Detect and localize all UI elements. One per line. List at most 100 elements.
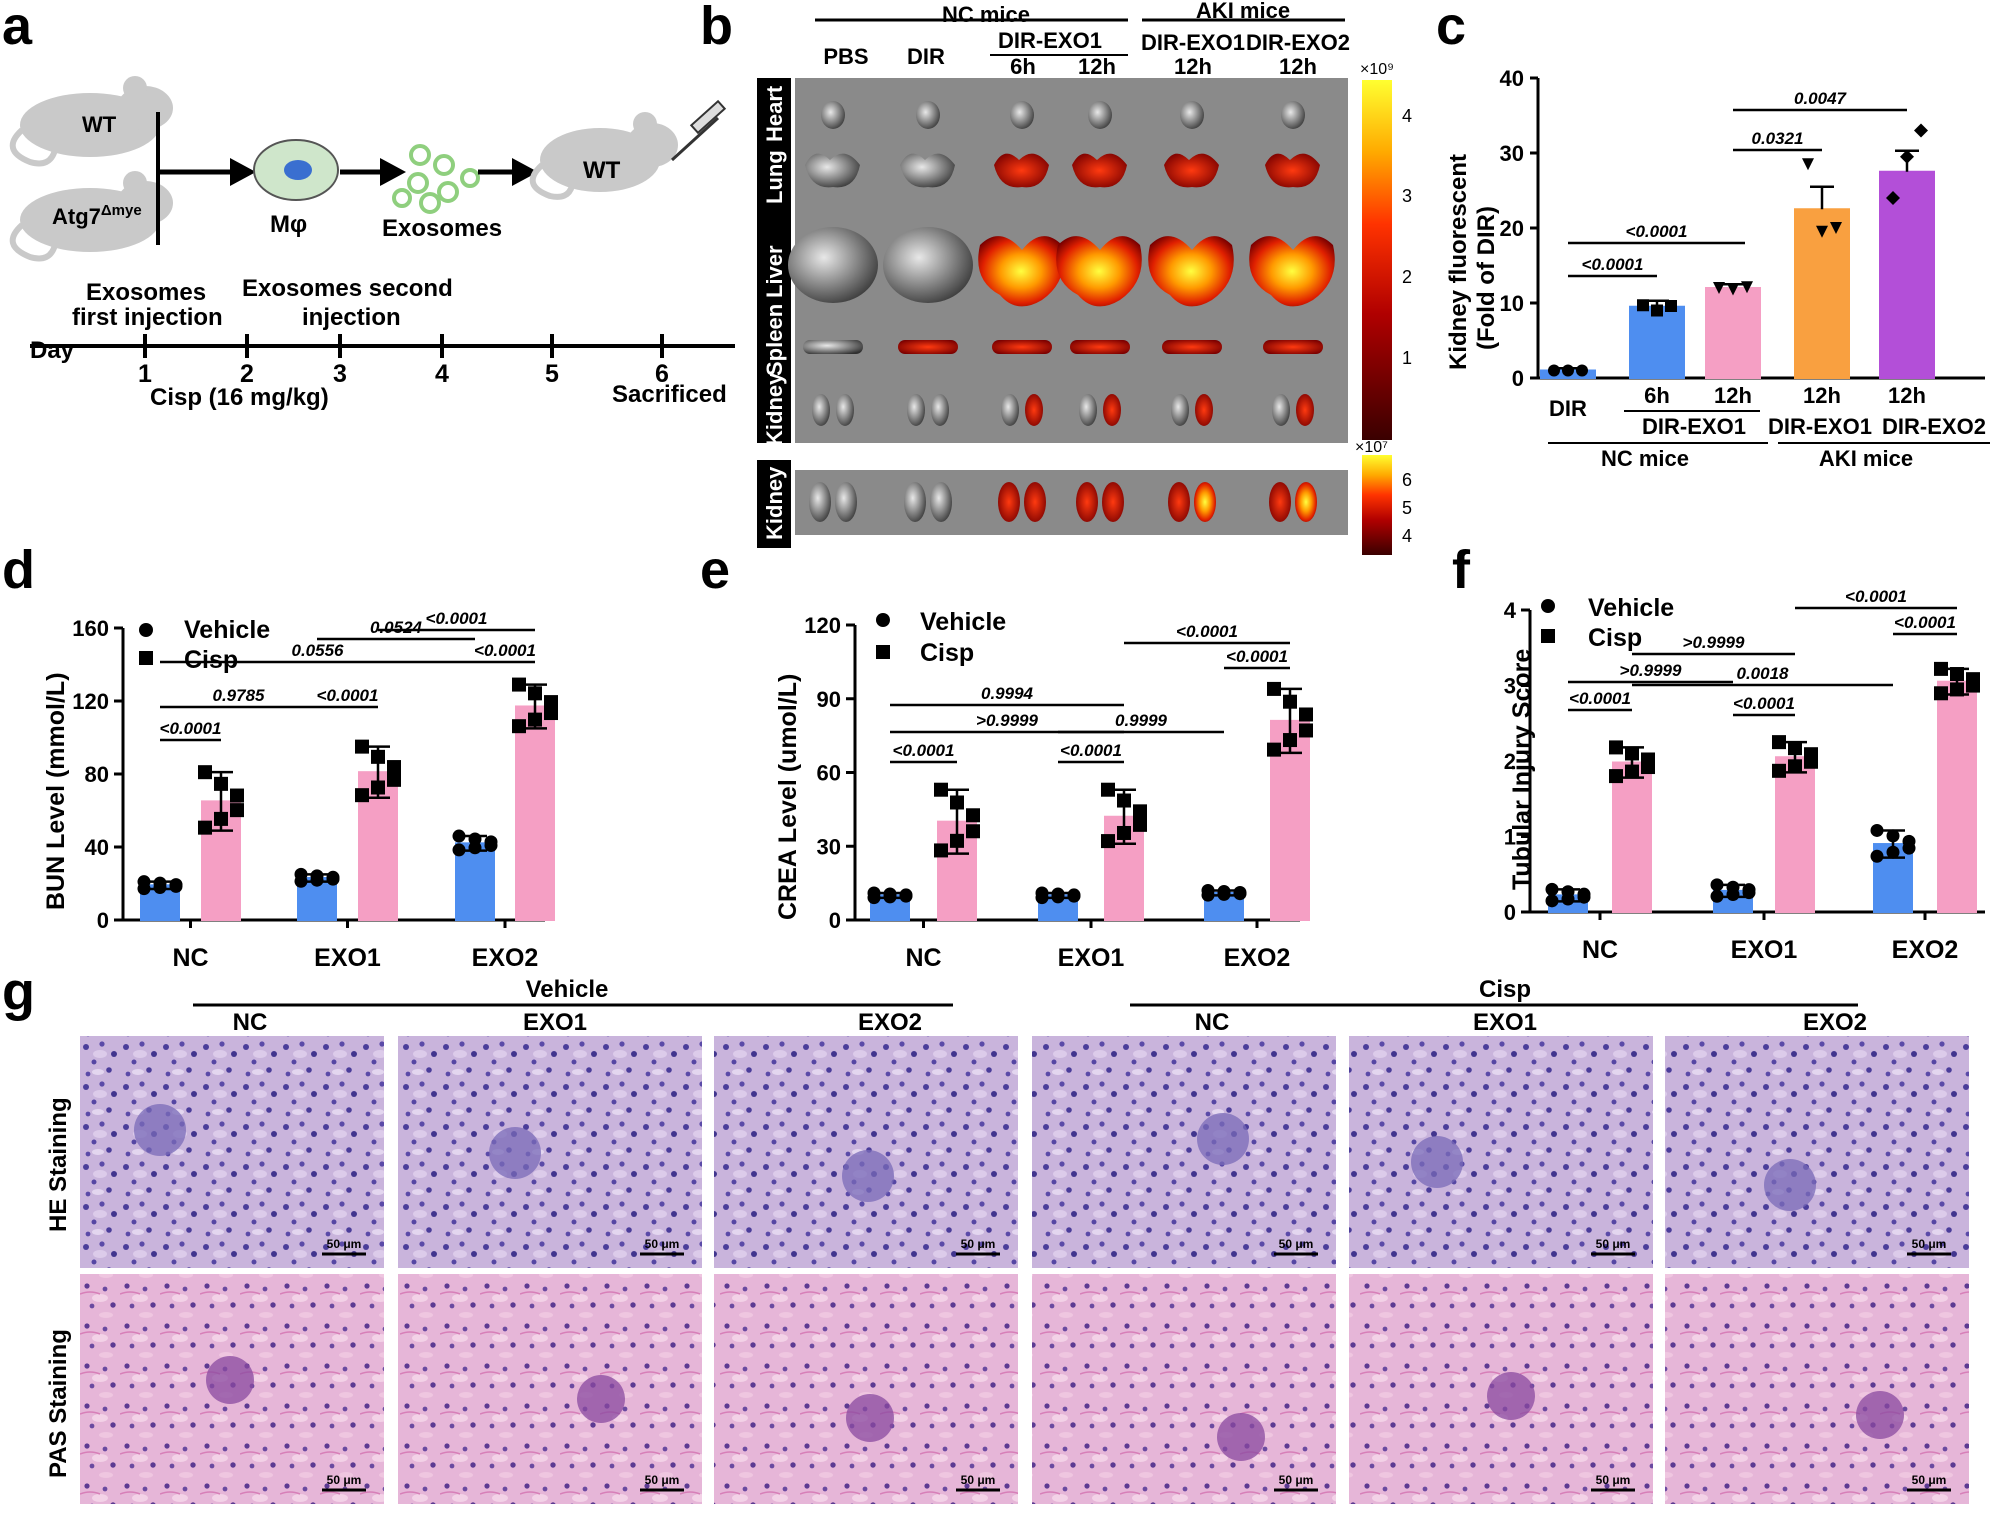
y-tick-label: 3 [1504, 674, 1516, 699]
p-value: 0.0321 [1752, 129, 1804, 148]
p-value: 0.9999 [1115, 711, 1168, 730]
legend-cisp-label: Cisp [184, 646, 238, 674]
kidney [809, 482, 831, 522]
g-row-he: HE Staining [45, 1097, 72, 1232]
y-tick-label: 0 [1504, 900, 1516, 925]
day-number: 2 [240, 360, 254, 388]
legend-cisp-marker [876, 645, 890, 659]
y-tick-label: 120 [72, 689, 109, 714]
g-column-label: NC [233, 1009, 268, 1036]
p-value: <0.0001 [1176, 622, 1238, 641]
glomerulus [846, 1394, 894, 1442]
data-point [1788, 741, 1802, 756]
x-category-label: NC [172, 944, 208, 972]
p-value: <0.0001 [474, 641, 536, 660]
second-injection-label: injection [302, 304, 401, 331]
y-tick-label: 160 [72, 616, 109, 641]
y-tick-label: 30 [817, 834, 841, 859]
lung [1072, 153, 1127, 188]
arrow-head [512, 158, 538, 186]
kidney [1001, 394, 1019, 426]
he-image [398, 1036, 702, 1268]
kidney-image [795, 470, 1348, 535]
6h-label: 6h [1010, 54, 1036, 79]
bar [1775, 756, 1815, 913]
p-value: >0.9999 [1683, 633, 1745, 652]
lung [805, 153, 860, 188]
heart [1281, 101, 1305, 129]
panel-label-f: f [1452, 540, 1471, 600]
data-point [1545, 882, 1559, 896]
g-column-label: EXO2 [858, 1009, 922, 1036]
panel-c: Kidney fluorescent (Fold of DIR) 0 10 20 30… [1445, 66, 1990, 471]
data-point [934, 843, 948, 858]
kidney [1076, 482, 1098, 522]
legend-vehicle-marker [139, 623, 153, 637]
liver [1056, 236, 1142, 307]
scale-bar-label: 50 μm [961, 1473, 996, 1487]
kidney-row-label: Kidney [762, 466, 787, 540]
data-point [1576, 364, 1588, 377]
day-number: 1 [138, 360, 152, 388]
p-value: <0.0001 [1226, 647, 1288, 666]
data-point [310, 873, 324, 887]
data-point [1133, 817, 1147, 832]
data-point [1804, 747, 1818, 762]
g-row-pas: PAS Staining [45, 1329, 72, 1478]
scale-bar-label: 50 μm [1279, 1473, 1314, 1487]
data-point [198, 820, 212, 835]
glomerulus [489, 1127, 541, 1179]
scale-bar-2 [1362, 455, 1392, 555]
wt-label: WT [82, 112, 117, 137]
kidney [1269, 482, 1291, 522]
data-point [1788, 759, 1802, 774]
organs [788, 101, 1335, 426]
exosomes-label: Exosomes [382, 215, 502, 242]
atg7-label: Atg7Δmye [52, 202, 142, 229]
glomerulus [206, 1356, 254, 1404]
organ-label-strip [757, 78, 791, 443]
legend-vehicle-label: Vehicle [1588, 594, 1674, 622]
data-point [1830, 222, 1842, 234]
x-category-label: EXO1 [1731, 936, 1798, 964]
spleen [992, 340, 1052, 354]
y-tick-label: 20 [1500, 216, 1524, 241]
pbs-label: PBS [823, 44, 868, 69]
pas-image [398, 1274, 702, 1504]
12h-label: 12h [1078, 54, 1116, 79]
arrow-head [380, 158, 406, 186]
aki-dir-exo2-label: DIR-EXO2 [1246, 30, 1350, 55]
kidney [835, 482, 857, 522]
y-tick-label: 120 [804, 613, 841, 638]
y-tick-label: 80 [85, 762, 109, 787]
p-value: 0.9994 [981, 684, 1034, 703]
y-tick-label: 4 [1504, 598, 1517, 623]
c-group-aki-exo2: DIR-EXO2 [1882, 414, 1986, 439]
data-point [294, 867, 308, 881]
aki-mice-label: AKI mice [1196, 0, 1290, 23]
p-value: >0.9999 [976, 711, 1038, 730]
y-tick-label: 0 [829, 908, 841, 933]
scale-tick: 2 [1402, 267, 1412, 287]
data-point [1561, 892, 1575, 906]
data-point [1035, 886, 1049, 900]
p-value: 0.0047 [1794, 89, 1848, 108]
liver [1148, 236, 1234, 307]
panel-d: BUN Level (mmol/L) 0 40 80 120 160 NC EXO1 EXO2… [42, 609, 558, 972]
data-point [934, 782, 948, 797]
scale-bar-label: 50 μm [961, 1237, 996, 1251]
scale-bar-label: 50 μm [327, 1473, 362, 1487]
exosome-icon [392, 144, 480, 214]
c-bars: <0.0001 <0.0001 0.0321 0.0047 [1540, 89, 1935, 379]
data-point [198, 765, 212, 780]
x-category-label: EXO2 [1224, 944, 1291, 972]
data-point [512, 677, 526, 692]
data-point [950, 795, 964, 810]
data-point [1641, 752, 1655, 767]
dir-label: DIR [907, 44, 945, 69]
p-value: 0.0556 [292, 641, 345, 660]
data-point [867, 886, 881, 900]
glomerulus [1487, 1372, 1535, 1420]
data-point [1934, 686, 1948, 701]
he-image [1665, 1036, 1969, 1268]
